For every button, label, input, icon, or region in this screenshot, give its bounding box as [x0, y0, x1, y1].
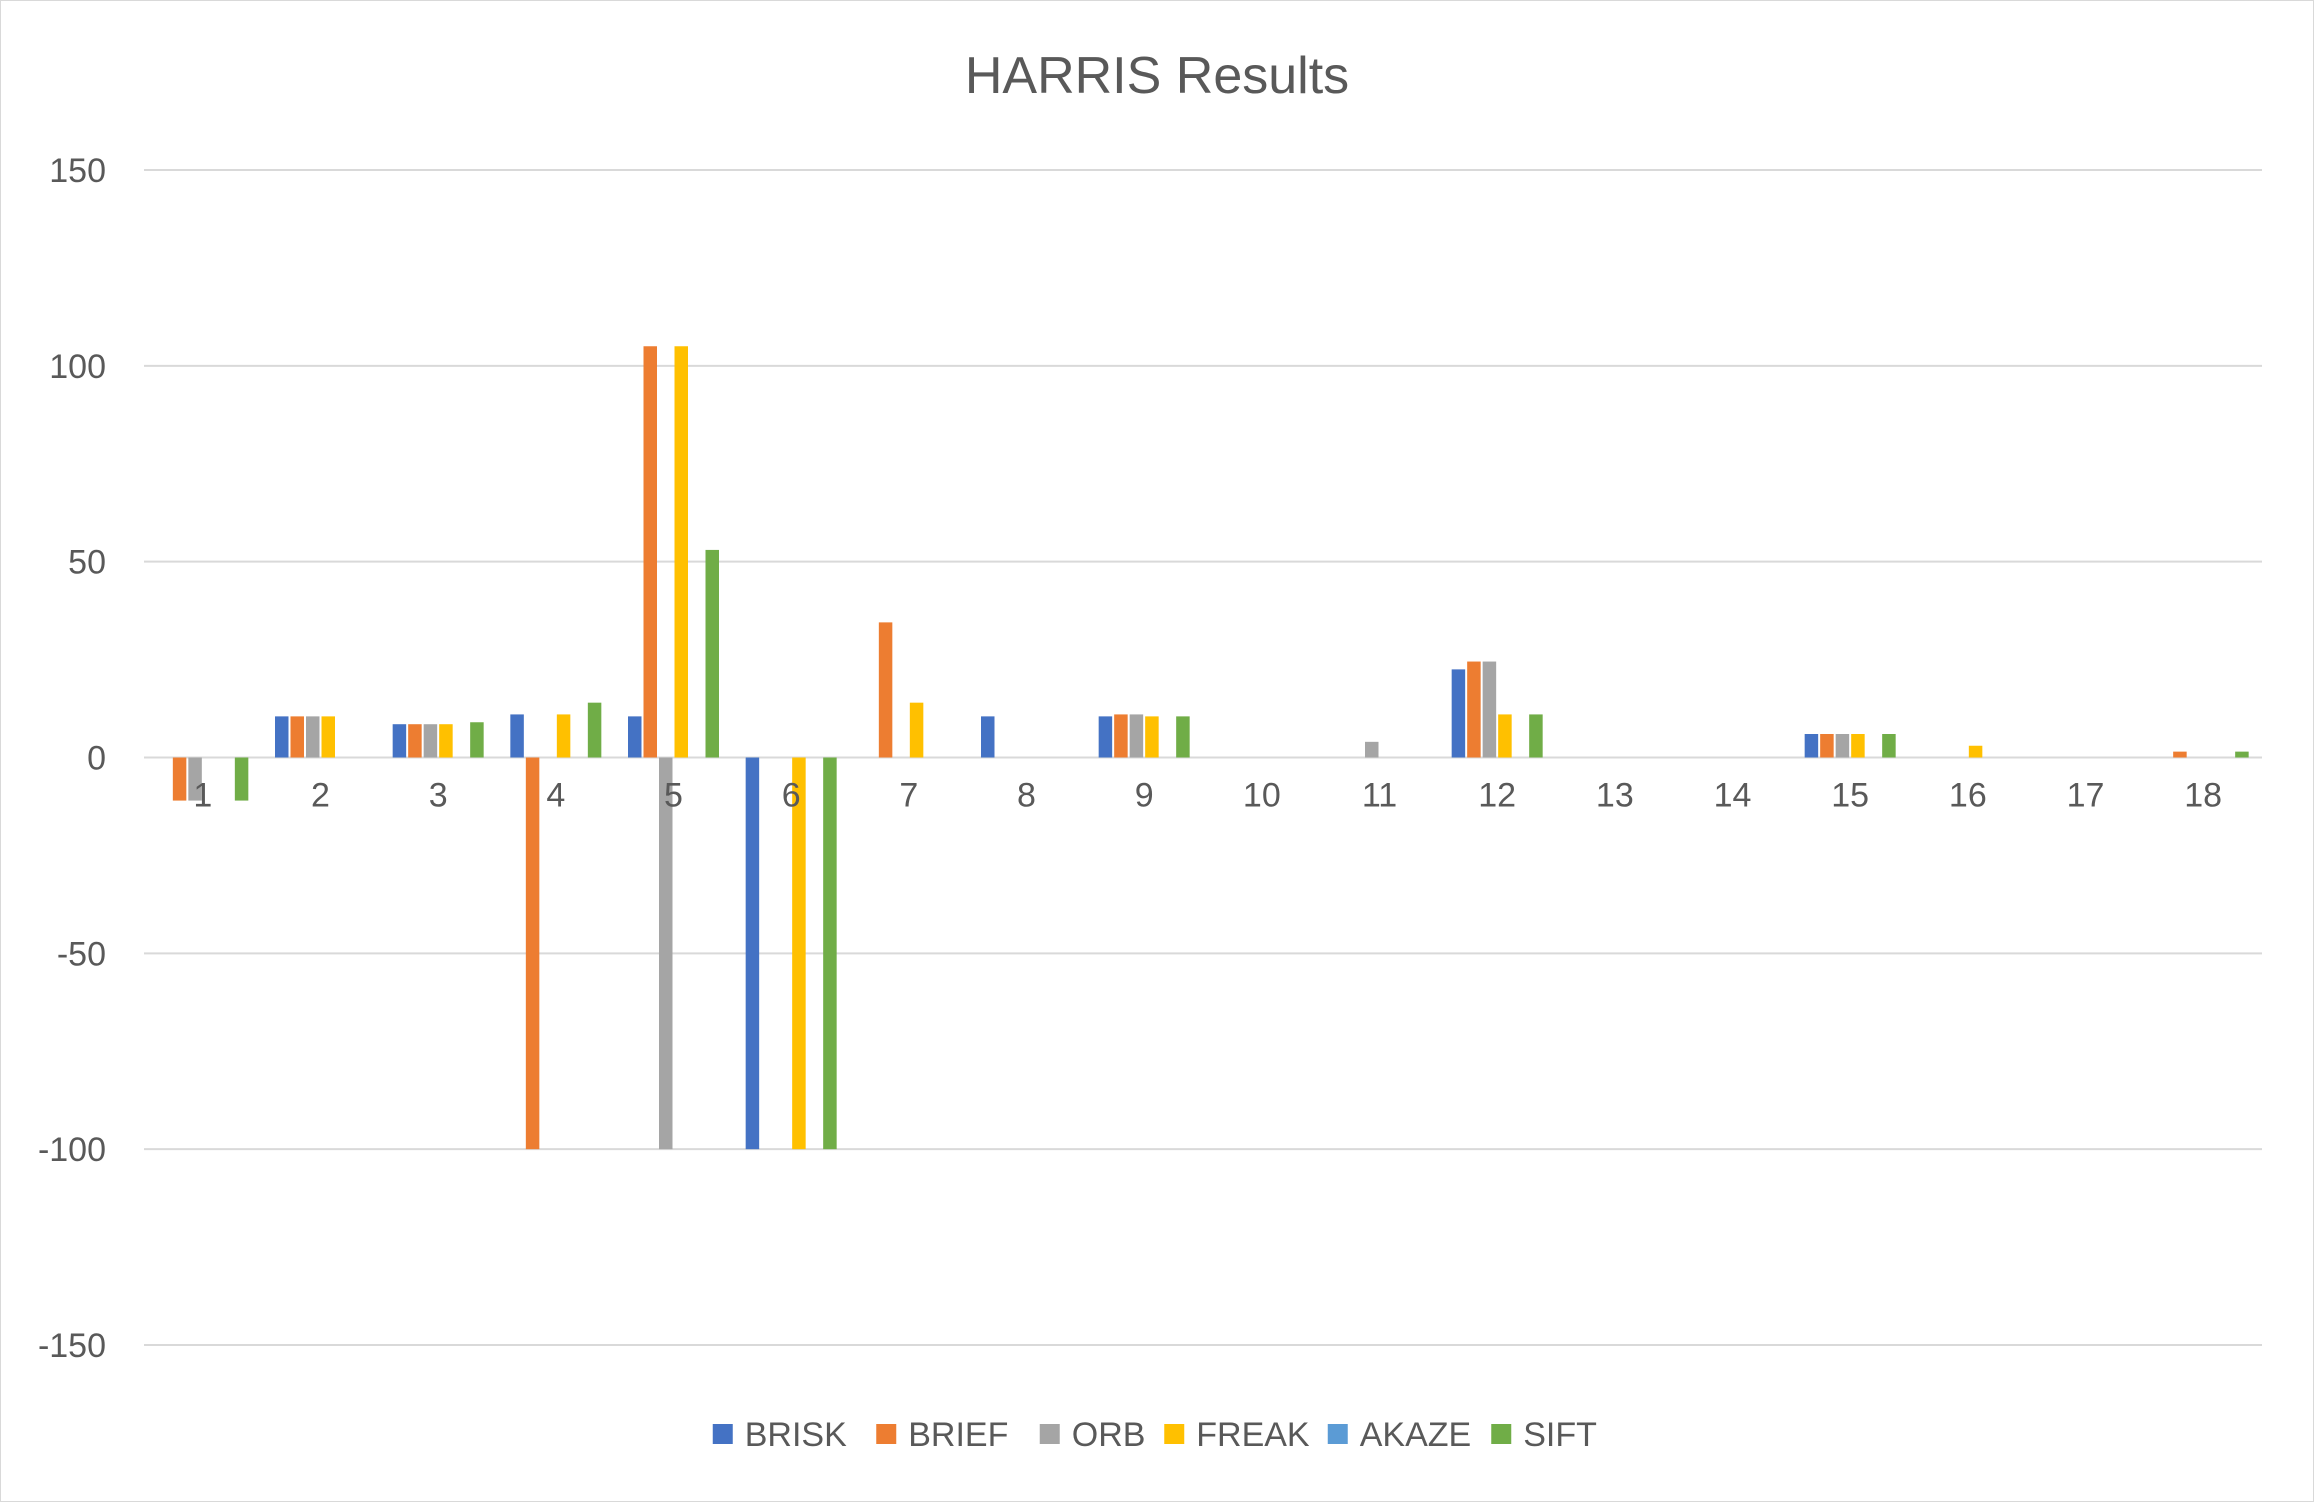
bar-brief-18: [2173, 751, 2187, 758]
bar-sift-3: [470, 722, 484, 758]
y-tick-label: -150: [38, 1327, 106, 1365]
y-tick-label: -50: [57, 935, 106, 973]
legend-swatch: [1491, 1424, 1512, 1444]
legend-item-orb: ORB: [1039, 1416, 1146, 1454]
bar-brief-2: [290, 716, 304, 758]
legend-item-akaze: AKAZE: [1327, 1416, 1471, 1454]
chart-title: HARRIS Results: [965, 47, 1349, 105]
bar-freak-6: [792, 757, 806, 1150]
bar-freak-2: [321, 716, 335, 758]
bar-freak-12: [1498, 714, 1512, 758]
bar-sift-1: [234, 757, 249, 801]
bar-orb-11: [1365, 741, 1379, 758]
bar-orb-5: [659, 757, 673, 1150]
x-tick-label: 15: [1831, 777, 1869, 815]
y-tick-label: 50: [68, 544, 106, 582]
bar-brief-7: [878, 622, 893, 758]
bar-orb-3: [423, 724, 438, 758]
legend-item-freak: FREAK: [1164, 1416, 1310, 1454]
y-tick-label: 150: [49, 152, 106, 190]
x-axis-tick-labels: 1 2 3 4 5 6 7 8 9 10 11 12 13 14 15 16 17 18: [193, 777, 2222, 815]
bar-orb-2: [306, 716, 320, 758]
bar-orb-12: [1482, 661, 1497, 758]
y-tick-label: 0: [87, 740, 106, 778]
bar-brief-4: [525, 757, 540, 1150]
bar-sift-9: [1176, 716, 1190, 758]
legend-swatch: [1039, 1424, 1060, 1444]
bar-sift-15: [1882, 734, 1896, 758]
bar-freak-3: [439, 724, 453, 758]
x-tick-label: 13: [1596, 777, 1634, 815]
x-tick-label: 3: [429, 777, 448, 815]
bar-freak-15: [1851, 734, 1865, 758]
bar-brief-5: [643, 346, 657, 758]
bar-freak-4: [556, 714, 571, 758]
bar-orb-15: [1835, 734, 1850, 758]
grid-layer: [144, 169, 2262, 1346]
legend-label: BRIEF: [908, 1416, 1008, 1454]
legend-label: FREAK: [1196, 1416, 1310, 1454]
legend-swatch: [1327, 1424, 1348, 1444]
bar-brief-9: [1114, 714, 1128, 758]
bar-sift-4: [587, 702, 602, 758]
bar-brisk-2: [275, 716, 289, 758]
x-tick-label: 1: [193, 777, 212, 815]
bar-brisk-15: [1804, 734, 1819, 758]
x-tick-label: 17: [2067, 777, 2105, 815]
bar-brief-1: [172, 757, 187, 801]
bar-sift-12: [1529, 714, 1543, 758]
x-tick-label: 6: [782, 777, 801, 815]
x-tick-label: 16: [1949, 777, 1987, 815]
bar-brief-3: [408, 724, 422, 758]
x-tick-label: 14: [1714, 777, 1752, 815]
x-tick-label: 11: [1362, 777, 1397, 815]
bar-brisk-3: [392, 724, 407, 758]
bar-sift-6: [823, 757, 837, 1150]
legend-label: AKAZE: [1360, 1416, 1471, 1454]
bar-brief-12: [1467, 661, 1481, 758]
x-tick-label: 4: [546, 777, 565, 815]
legend-label: ORB: [1072, 1416, 1146, 1454]
bar-freak-7: [909, 702, 924, 758]
bar-brisk-5: [628, 716, 642, 758]
x-tick-label: 5: [664, 777, 683, 815]
x-tick-label: 12: [1478, 777, 1516, 815]
bar-freak-16: [1968, 745, 1983, 758]
bar-brisk-9: [1098, 716, 1113, 758]
x-tick-label: 2: [311, 777, 330, 815]
bar-brisk-8: [981, 716, 995, 758]
legend-item-brief: BRIEF: [876, 1416, 1008, 1454]
bar-freak-9: [1145, 716, 1159, 758]
x-tick-label: 10: [1243, 777, 1281, 815]
bar-orb-1: [188, 757, 202, 801]
y-axis-tick-labels: 150 100 50 0 -50 -100 -150: [38, 152, 106, 1365]
bar-sift-5: [705, 549, 719, 758]
legend-item-sift: SIFT: [1491, 1416, 1597, 1454]
x-tick-label: 7: [899, 777, 918, 815]
x-tick-label: 18: [2184, 777, 2222, 815]
bar-sift-18: [2235, 751, 2249, 758]
legend-swatch: [1164, 1424, 1185, 1444]
bar-freak-5: [674, 346, 688, 758]
y-tick-label: -100: [38, 1131, 106, 1169]
x-tick-label: 9: [1135, 777, 1154, 815]
y-tick-label: 100: [49, 348, 106, 386]
legend-item-brisk: BRISK: [712, 1416, 847, 1454]
legend-label: SIFT: [1523, 1416, 1597, 1454]
bar-brisk-12: [1451, 669, 1466, 758]
bars-layer: [172, 346, 2249, 1150]
legend-swatch: [712, 1424, 733, 1444]
legend: BRISK BRIEF ORB FREAK AKAZE SIFT: [712, 1416, 1597, 1454]
bar-orb-9: [1129, 714, 1144, 758]
bar-brief-15: [1820, 734, 1834, 758]
x-tick-label: 8: [1017, 777, 1036, 815]
legend-label: BRISK: [745, 1416, 847, 1454]
legend-swatch: [876, 1424, 897, 1444]
bar-brisk-4: [510, 714, 524, 758]
bar-brisk-6: [745, 757, 760, 1150]
